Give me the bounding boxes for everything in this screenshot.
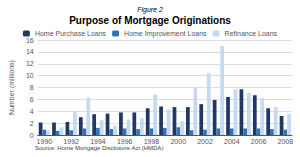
svg-text:Figure 2: Figure 2 [137,6,163,14]
svg-text:2002: 2002 [197,138,213,145]
svg-text:Number (millions): Number (millions) [8,60,16,115]
svg-text:Source: Home Mortgage Disclosu: Source: Home Mortgage Disclosure Act (HM… [35,145,163,151]
svg-text:2004: 2004 [224,138,240,145]
svg-text:2006: 2006 [251,138,267,145]
svg-text:10: 10 [26,72,34,79]
svg-text:2000: 2000 [170,138,186,145]
svg-text:Home Purchase Loans: Home Purchase Loans [35,30,107,37]
svg-text:6: 6 [30,96,34,103]
svg-text:16: 16 [26,37,34,44]
svg-text:1996: 1996 [117,138,133,145]
svg-text:2: 2 [30,120,34,127]
svg-text:4: 4 [30,108,34,115]
svg-text:14: 14 [26,48,34,55]
svg-text:12: 12 [26,60,34,67]
svg-text:1994: 1994 [90,138,106,145]
svg-text:2008: 2008 [278,138,294,145]
svg-text:1998: 1998 [144,138,160,145]
svg-text:1992: 1992 [63,138,79,145]
svg-text:0: 0 [30,132,34,139]
svg-text:Purpose of Mortgage Originatio: Purpose of Mortgage Originations [69,15,231,26]
svg-text:1990: 1990 [37,138,53,145]
svg-text:Refinance Loans: Refinance Loans [225,30,278,37]
svg-text:Home Improvement Loans: Home Improvement Loans [124,30,207,38]
svg-text:8: 8 [30,84,34,91]
